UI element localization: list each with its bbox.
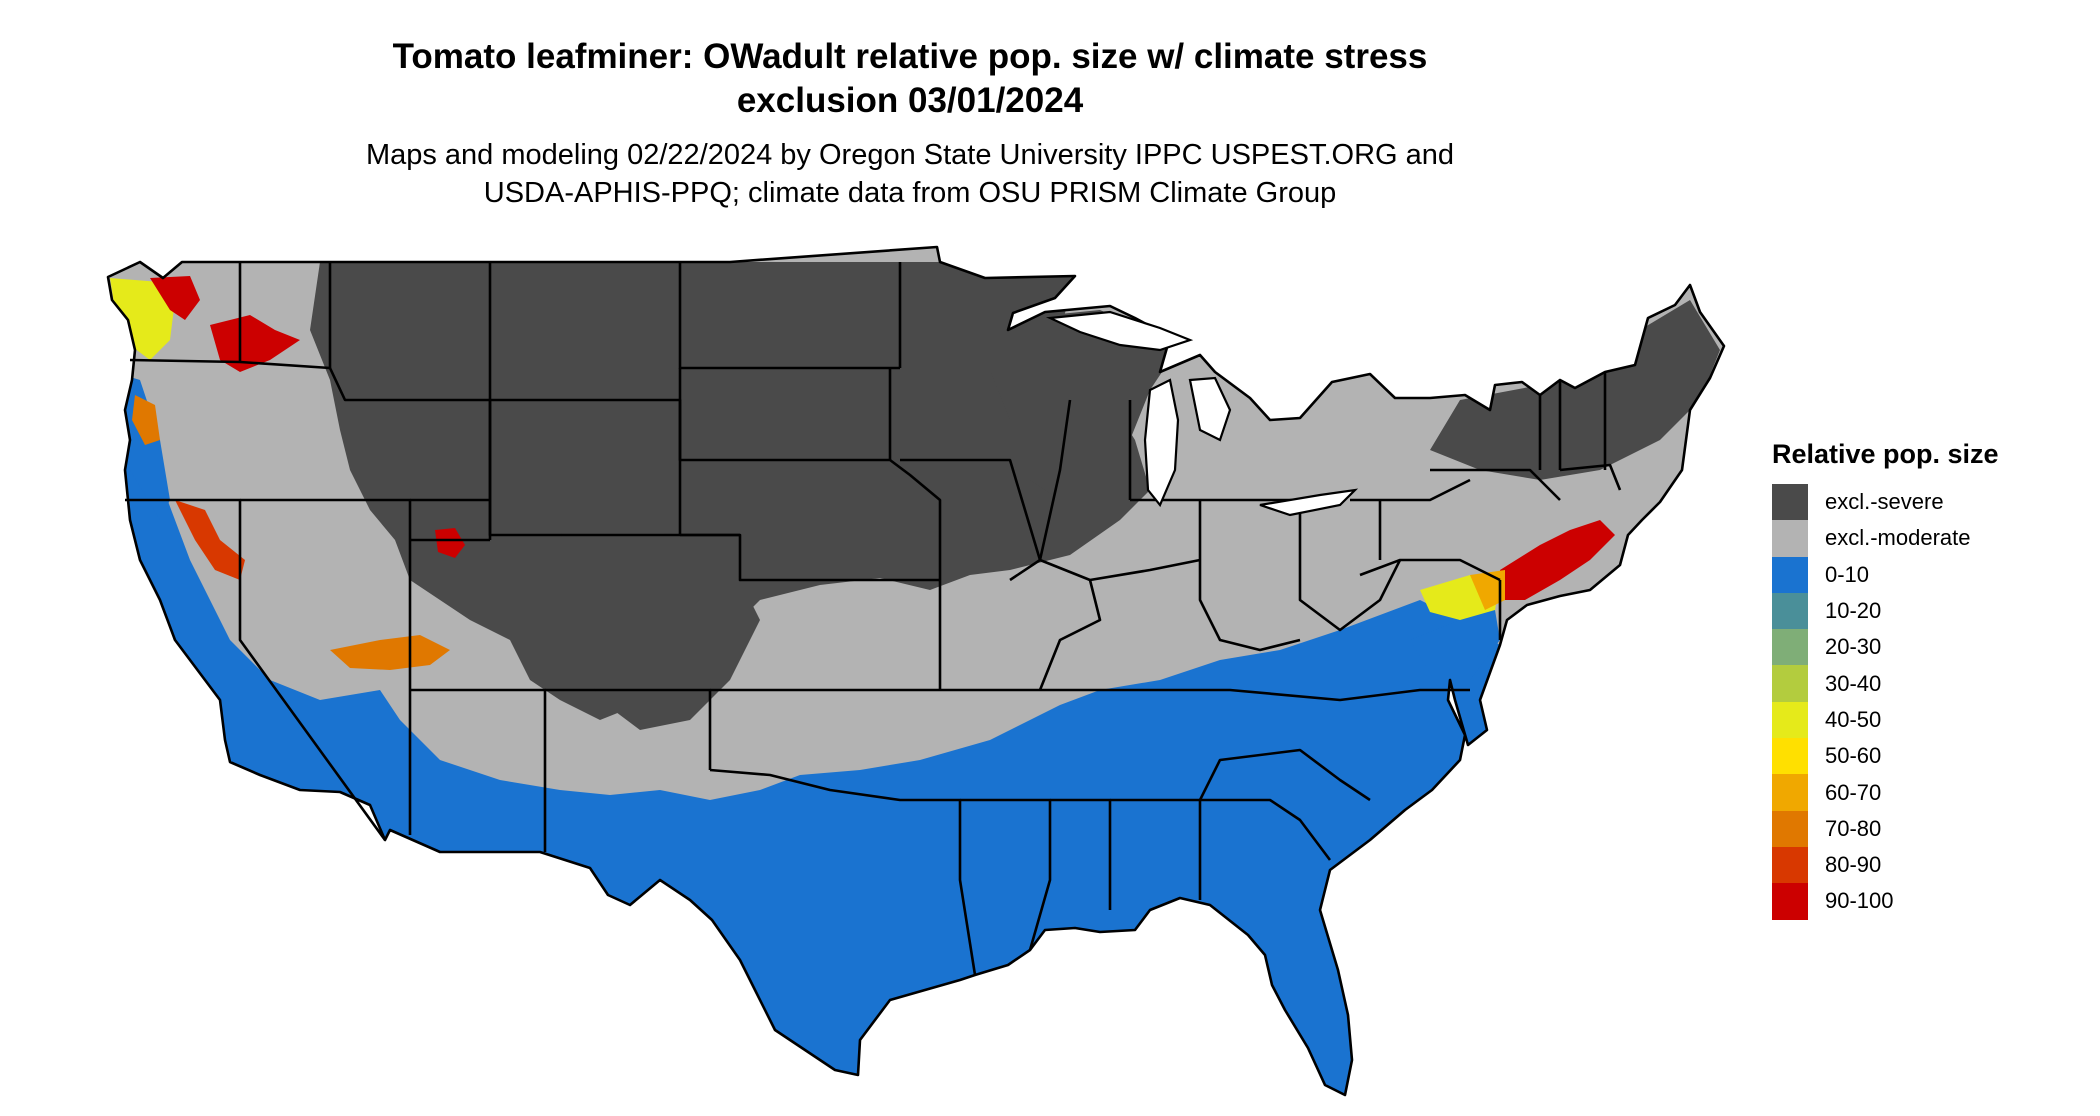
legend-item: 90-100 bbox=[1772, 883, 2072, 920]
legend-item: 60-70 bbox=[1772, 774, 2072, 811]
legend-label: excl.-moderate bbox=[1825, 525, 1971, 551]
legend-label: 90-100 bbox=[1825, 888, 1894, 914]
high-area-northeast-corridor bbox=[1500, 520, 1615, 600]
legend-item: 30-40 bbox=[1772, 665, 2072, 702]
legend-swatch bbox=[1772, 592, 1808, 630]
legend-item: excl.-moderate bbox=[1772, 520, 2072, 557]
high-area-pacific-northwest-red bbox=[150, 276, 200, 320]
lake-michigan bbox=[1143, 378, 1180, 508]
legend-item: 50-60 bbox=[1772, 738, 2072, 775]
high-area-great-basin-edge bbox=[330, 635, 450, 670]
legend-label: 30-40 bbox=[1825, 670, 1882, 696]
state-borders bbox=[106, 245, 1726, 1097]
severe-area-great-lakes bbox=[990, 310, 1180, 500]
legend-title: Relative pop. size bbox=[1772, 439, 1999, 469]
legend-label: 40-50 bbox=[1825, 706, 1882, 732]
lake-erie bbox=[1259, 488, 1359, 517]
legend-label: 20-30 bbox=[1825, 634, 1882, 660]
us-outline bbox=[106, 245, 1726, 1097]
legend-swatch bbox=[1772, 883, 1808, 920]
legend-item: 20-30 bbox=[1772, 629, 2072, 666]
legend-item: 10-20 bbox=[1772, 592, 2072, 630]
high-area-columbia-basin bbox=[210, 315, 300, 372]
lake-superior bbox=[1045, 310, 1194, 352]
high-area-oregon-coast bbox=[132, 395, 160, 445]
map-subtitle-line-1: Maps and modeling 02/22/2024 by Oregon S… bbox=[365, 139, 1455, 171]
severe-area-northeast bbox=[1430, 300, 1720, 480]
map-title-line-1: Tomato leafminer: OWadult relative pop. … bbox=[392, 37, 1428, 76]
legend-items: excl.-severe excl.-moderate 0-10 10-20 20-30… bbox=[1772, 484, 2072, 920]
great-lakes bbox=[1045, 310, 1359, 517]
legend-item: excl.-severe bbox=[1772, 484, 2072, 521]
mid-area-delmarva bbox=[1470, 570, 1505, 610]
severe-area-rockies bbox=[560, 520, 760, 730]
legend-swatch bbox=[1772, 810, 1808, 847]
map-title-line-2: exclusion 03/01/2024 bbox=[736, 81, 1084, 120]
legend-item: 70-80 bbox=[1772, 810, 2072, 847]
severe-area-north-central bbox=[310, 262, 1150, 720]
legend-label: 50-60 bbox=[1825, 743, 1882, 769]
legend-label: 0-10 bbox=[1825, 561, 1870, 587]
legend-swatch bbox=[1772, 665, 1808, 702]
legend-label: 10-20 bbox=[1825, 598, 1882, 624]
lake-huron bbox=[1188, 376, 1232, 442]
legend-swatch bbox=[1772, 738, 1808, 775]
legend-label: 60-70 bbox=[1825, 779, 1882, 805]
legend-swatch bbox=[1772, 846, 1808, 884]
legend-swatch bbox=[1772, 520, 1808, 557]
legend-item: 80-90 bbox=[1772, 846, 2072, 884]
high-area-utah bbox=[435, 528, 465, 558]
high-area-california-interior bbox=[175, 500, 245, 580]
legend-item: 0-10 bbox=[1772, 556, 2072, 593]
legend-label: 80-90 bbox=[1825, 852, 1882, 878]
legend-swatch bbox=[1772, 629, 1808, 666]
legend: Relative pop. size excl.-severe excl.-mod… bbox=[1772, 436, 2072, 920]
legend-swatch bbox=[1772, 484, 1808, 521]
high-area-pacific-northwest bbox=[110, 278, 175, 360]
legend-label: 70-80 bbox=[1825, 815, 1882, 841]
legend-swatch bbox=[1772, 774, 1808, 811]
legend-item: 40-50 bbox=[1772, 701, 2072, 739]
map-subtitle-line-2: USDA-APHIS-PPQ; climate data from OSU PR… bbox=[483, 177, 1337, 209]
legend-swatch bbox=[1772, 556, 1808, 593]
legend-swatch bbox=[1772, 701, 1808, 739]
legend-label: excl.-severe bbox=[1825, 489, 1944, 515]
